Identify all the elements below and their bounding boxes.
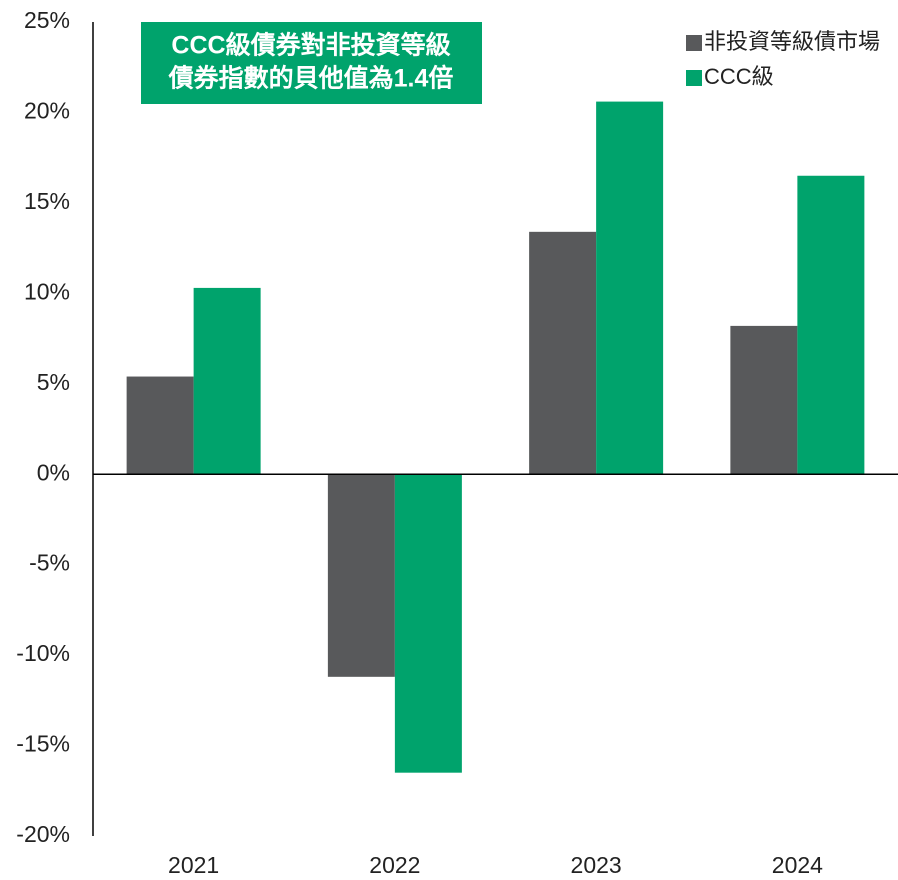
x-tick-label: 2021 (168, 852, 219, 878)
bar (394, 474, 462, 773)
x-tick-label: 2024 (772, 852, 823, 878)
annotation-text: 債券指數的貝他值為1.4倍 (168, 64, 454, 93)
x-tick-label: 2022 (369, 852, 420, 878)
bar (797, 175, 865, 475)
y-tick-label: -10% (16, 640, 70, 666)
y-tick-label: 25% (24, 7, 70, 33)
legend-swatch (686, 70, 702, 86)
y-tick-label: -20% (16, 821, 70, 847)
y-tick-label: -5% (29, 550, 70, 576)
y-tick-label: 5% (37, 369, 70, 395)
legend-swatch (686, 35, 702, 51)
annotation-box (141, 22, 482, 104)
bar (193, 287, 261, 475)
y-tick-label: -15% (16, 731, 70, 757)
y-tick-label: 10% (24, 278, 70, 304)
legend-label: 非投資等級債市場 (704, 29, 880, 54)
bar (596, 101, 664, 475)
y-tick-label: 20% (24, 98, 70, 124)
legend-label: CCC級 (704, 64, 774, 89)
bar (730, 325, 798, 475)
bar (126, 376, 194, 475)
x-tick-label: 2023 (571, 852, 622, 878)
bar (529, 231, 597, 475)
annotation-text: CCC級債券對非投資等級 (171, 31, 450, 60)
y-tick-label: 15% (24, 188, 70, 214)
bar (327, 474, 395, 677)
y-tick-label: 0% (37, 459, 70, 485)
